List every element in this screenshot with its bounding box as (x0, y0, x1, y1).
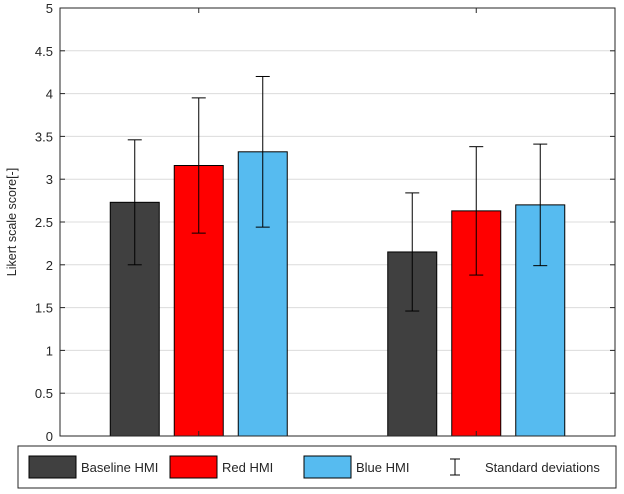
y-tick-label: 3.5 (35, 129, 53, 144)
y-tick-label: 3 (46, 172, 53, 187)
legend: Baseline HMI Red HMI Blue HMI Standard devi… (17, 445, 617, 489)
error-bars (127, 75, 548, 312)
legend-swatch (28, 455, 77, 479)
y-tick-label: 2 (46, 258, 53, 273)
legend-label: Baseline HMI (81, 460, 158, 475)
y-tick-label: 1 (46, 343, 53, 358)
y-tick-label: 2.5 (35, 215, 53, 230)
y-tick-label: 0.5 (35, 386, 53, 401)
y-tick-label: 5 (46, 1, 53, 16)
y-tick-label: 1.5 (35, 301, 53, 316)
legend-label: Red HMI (222, 460, 273, 475)
legend-label: Standard deviations (485, 460, 600, 475)
legend-label: Blue HMI (356, 460, 409, 475)
y-tick-label: 0 (46, 429, 53, 444)
y-tick-label: 4.5 (35, 44, 53, 59)
legend-swatch (169, 455, 218, 479)
y-tick-label: 4 (46, 87, 53, 102)
y-axis-label: Likert scale score[-] (5, 168, 19, 276)
legend-swatch (303, 455, 352, 479)
y-axis-ticks: 0 0.5 1 1.5 2 2.5 3 3.5 4 4.5 5 (35, 1, 615, 444)
